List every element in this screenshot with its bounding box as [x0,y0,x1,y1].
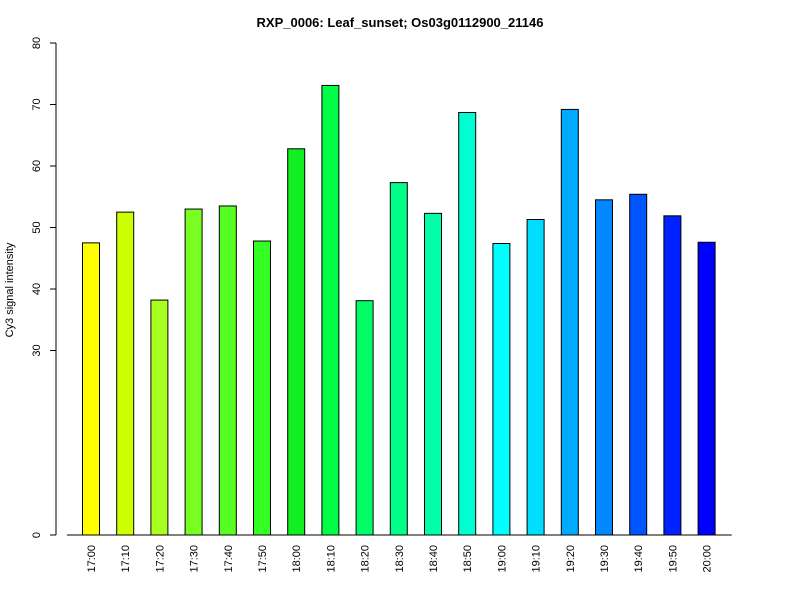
bar-1710 [116,211,135,536]
x-tick-label: 18:30 [394,545,406,573]
y-tick-label: 80 [31,37,43,49]
y-axis: 0 30 40 50 60 70 80 [31,37,57,538]
y-tick-label: 70 [31,98,43,110]
y-tick-label: 0 [31,532,43,538]
bars-group [82,84,716,536]
bar-1740 [218,205,237,536]
bar-1830 [389,182,408,536]
bar-1700 [82,242,100,536]
x-tick-label: 18:50 [462,545,474,573]
x-tick-label: 19:40 [633,545,645,573]
x-tick-label: 17:00 [86,545,98,573]
x-tick-label: 17:20 [154,545,166,573]
x-tick-label: 17:40 [223,545,235,573]
x-tick-label: 19:50 [667,545,679,573]
bar-1750 [253,240,271,536]
y-axis-label: Cy3 signal intensity [4,242,16,337]
x-tick-label: 19:30 [599,545,611,573]
x-tick-label: 19:10 [531,545,543,573]
bar-1810 [321,84,340,536]
bar-1930 [595,199,613,536]
bar-1800 [287,148,306,536]
bar-1850 [458,111,477,536]
x-tick-label: 19:00 [496,545,508,573]
x-tick-label: 18:40 [428,545,440,573]
bar-1720 [150,299,169,536]
x-tick-label: 18:10 [325,545,337,573]
x-tick-label: 17:10 [120,545,132,573]
bar-1820 [355,300,374,536]
bar-1920 [560,108,579,536]
bar-1730 [184,208,203,536]
bar-1940 [629,193,648,536]
x-tick-label: 17:50 [257,545,269,573]
y-tick-label: 40 [31,283,43,295]
x-tick-label: 18:20 [360,545,372,573]
x-tick-label: 18:00 [291,545,303,573]
x-tick-labels: 17:00 17:10 17:20 17:30 17:40 17:50 18:00 18:10… [86,545,714,573]
y-tick-label: 50 [31,221,43,233]
bar-1910 [526,219,545,536]
bar-1840 [424,212,442,536]
bar-1900 [492,242,511,536]
y-tick-label: 30 [31,344,43,356]
x-tick-label: 20:00 [702,545,714,573]
y-tick-label: 60 [31,160,43,172]
x-tick-label: 17:30 [189,545,201,573]
chart-title: RXP_0006: Leaf_sunset; Os03g0112900_2114… [257,15,544,30]
bar-1950 [663,215,682,536]
bar-2000 [697,241,716,536]
x-tick-label: 19:20 [565,545,577,573]
